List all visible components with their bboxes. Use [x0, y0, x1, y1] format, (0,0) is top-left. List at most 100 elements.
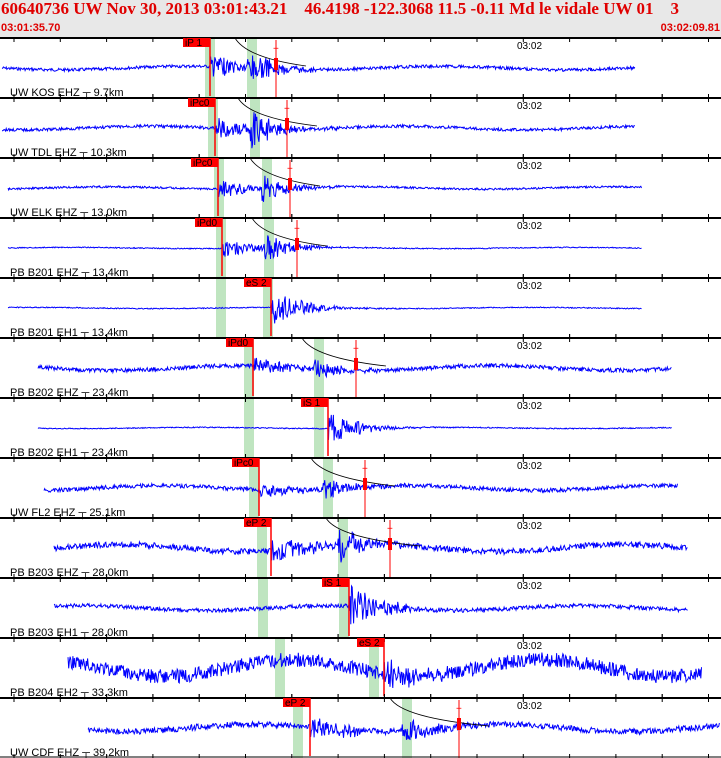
coda-curve	[301, 337, 387, 367]
event-title: 60640736 UW Nov 30, 2013 03:01:43.21 46.…	[1, 0, 679, 18]
plus-icon: +	[294, 224, 300, 235]
trace-8[interactable]: 03:02 eP 2 + PB B203 EHZ ┬ 28.0km	[0, 514, 721, 580]
amplitude-bar	[285, 118, 289, 130]
pick-label-box[interactable]	[183, 38, 210, 47]
p-window	[214, 158, 224, 218]
pick-label-box[interactable]	[244, 518, 271, 527]
pick-label-box[interactable]	[232, 458, 259, 467]
station-label: UW FL2 EHZ ┬ 25.1km	[10, 507, 125, 520]
trace-9[interactable]: 03:02 iS 1 PB B203 EH1 ┬ 28.0km	[0, 574, 721, 640]
minute-label: 03:02	[517, 581, 542, 592]
station-label: UW KOS EHZ ┬ 9.7km	[10, 87, 124, 100]
plus-icon: +	[287, 164, 293, 175]
waveform	[7, 296, 642, 324]
s-window	[339, 578, 349, 638]
pick-label-box[interactable]	[322, 578, 349, 587]
minute-label: 03:02	[517, 461, 542, 472]
plus-icon: +	[362, 464, 368, 475]
event-header: 60640736 UW Nov 30, 2013 03:01:43.21 46.…	[0, 0, 721, 37]
p-window	[249, 458, 259, 518]
minute-label: 03:02	[517, 281, 542, 292]
waveform	[37, 414, 672, 441]
minute-label: 03:02	[517, 401, 542, 412]
plus-icon: +	[353, 344, 359, 355]
plus-icon: +	[284, 104, 290, 115]
trace-4[interactable]: 03:02 eS 2 PB B201 EH1 ┬ 13.4km	[0, 274, 721, 340]
pick-label-box[interactable]	[283, 698, 310, 707]
waveform	[53, 584, 688, 625]
pick-label: iPd0	[197, 218, 217, 229]
station-label: PB B201 EH1 ┬ 13.4km	[10, 327, 128, 340]
pick-label: eS 2	[246, 278, 267, 289]
start-time: 03:01:35.70	[1, 22, 61, 34]
minute-label: 03:02	[517, 41, 542, 52]
seismogram-panel[interactable]: 03:02 iP 1 + UW KOS EHZ ┬ 9.7km 03:02 iPc0 + UW…	[0, 37, 721, 758]
coda-curve	[249, 157, 321, 187]
trace-7[interactable]: 03:02 iPc0 + UW FL2 EHZ ┬ 25.1km	[0, 454, 721, 520]
station-label: UW CDF EHZ ┬ 39.2km	[10, 747, 129, 758]
amplitude-bar	[363, 478, 367, 490]
pick-label-box[interactable]	[226, 338, 253, 347]
end-time: 03:02:09.81	[660, 22, 720, 34]
waveform	[53, 529, 688, 563]
p-window	[293, 698, 303, 758]
s-window	[369, 638, 379, 698]
amplitude-bar	[457, 718, 461, 730]
trace-3[interactable]: 03:02 iPd0 + PB B201 EHZ ┬ 13.4km	[0, 214, 721, 280]
pick-label-box[interactable]	[244, 278, 271, 287]
minute-label: 03:02	[517, 341, 542, 352]
amplitude-bar	[295, 238, 299, 250]
trace-2[interactable]: 03:02 iPc0 + UW ELK EHZ ┬ 13.0km	[0, 154, 721, 220]
station-label: PB B201 EHZ ┬ 13.4km	[10, 267, 128, 280]
pick-label-box[interactable]	[357, 638, 384, 647]
pick-label: iS 1	[324, 578, 342, 589]
pick-label: iPc0	[190, 98, 210, 109]
minute-label: 03:02	[517, 701, 542, 712]
s-window	[314, 398, 324, 458]
p-window	[275, 638, 285, 698]
trace-6[interactable]: 03:02 iS 1 PB B202 EH1 ┬ 23.4km	[0, 394, 721, 460]
pick-label: eP 2	[285, 698, 306, 709]
amplitude-bar	[288, 178, 292, 190]
waveform	[87, 718, 720, 741]
amplitude-bar	[354, 358, 358, 370]
coda-curve	[325, 517, 421, 547]
plus-icon: +	[387, 524, 393, 535]
waveform	[43, 480, 678, 499]
coda-curve	[237, 97, 318, 127]
amplitude-bar	[274, 58, 278, 70]
pick-label-box[interactable]	[301, 398, 328, 407]
minute-label: 03:02	[517, 161, 542, 172]
pick-label-box[interactable]	[191, 158, 218, 167]
trace-0[interactable]: 03:02 iP 1 + UW KOS EHZ ┬ 9.7km	[0, 37, 721, 100]
waveform	[7, 175, 642, 202]
minute-label: 03:02	[517, 641, 542, 652]
pick-label: iPc0	[234, 458, 254, 469]
station-label: PB B203 EHZ ┬ 28.0km	[10, 567, 128, 580]
pick-label: iS 1	[303, 398, 321, 409]
p-window	[257, 518, 267, 578]
pick-label: iP 1	[185, 38, 202, 49]
waveform	[7, 235, 642, 260]
pick-label: iPc0	[193, 158, 213, 169]
trace-11[interactable]: 03:02 eP 2 + UW CDF EHZ ┬ 39.2km	[0, 694, 721, 758]
amplitude-bar	[388, 538, 392, 550]
s-window	[314, 338, 324, 398]
minute-label: 03:02	[517, 221, 542, 232]
station-label: PB B204 EH2 ┬ 33.3km	[10, 687, 128, 700]
trace-5[interactable]: 03:02 iPd0 + PB B202 EHZ ┬ 23.4km	[0, 334, 721, 400]
plus-icon: +	[456, 704, 462, 715]
plus-icon: +	[273, 44, 279, 55]
coda-curve	[234, 37, 307, 67]
trace-10[interactable]: 03:02 eS 2 PB B204 EH2 ┬ 33.3km	[0, 634, 721, 700]
minute-label: 03:02	[517, 521, 542, 532]
coda-curve	[251, 217, 328, 247]
pick-label-box[interactable]	[188, 98, 215, 107]
waveform	[1, 55, 636, 79]
pick-label: eS 2	[359, 638, 380, 649]
station-label: PB B202 EH1 ┬ 23.4km	[10, 447, 128, 460]
station-label: UW ELK EHZ ┬ 13.0km	[10, 207, 127, 220]
station-label: PB B203 EH1 ┬ 28.0km	[10, 627, 128, 640]
pick-label-box[interactable]	[195, 218, 222, 227]
